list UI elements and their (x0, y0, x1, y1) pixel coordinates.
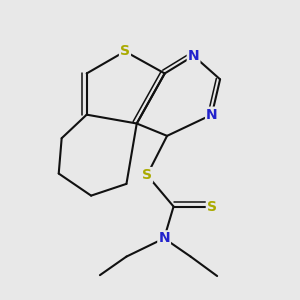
Text: S: S (120, 44, 130, 58)
Text: S: S (142, 168, 152, 182)
Text: N: N (206, 108, 218, 122)
Text: N: N (188, 49, 200, 63)
Text: N: N (158, 231, 170, 245)
Text: S: S (207, 200, 217, 214)
